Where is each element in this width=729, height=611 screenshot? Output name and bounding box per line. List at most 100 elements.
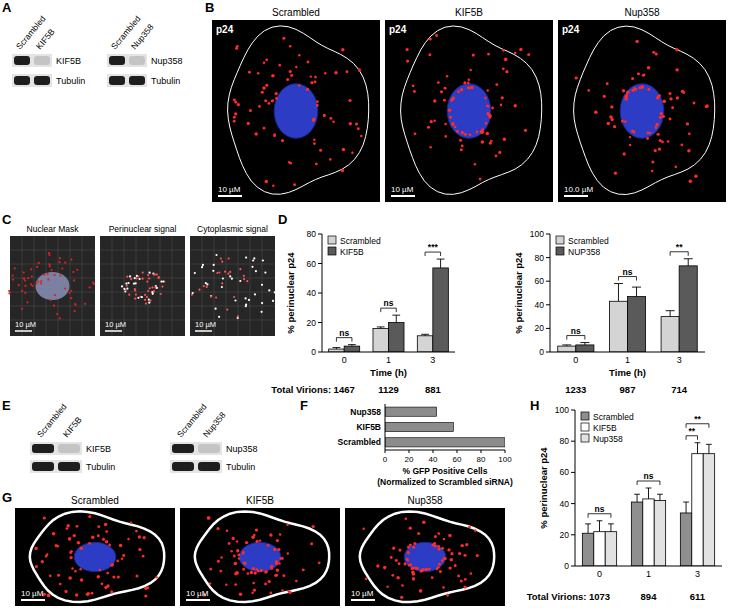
punctum — [449, 116, 452, 119]
punctum — [248, 71, 251, 74]
punctum — [274, 574, 277, 577]
scale-bar — [218, 195, 242, 197]
significance-label: ns — [644, 471, 654, 481]
scale-bar — [105, 330, 122, 332]
punctum — [629, 144, 632, 147]
legend-swatch — [556, 236, 564, 244]
punctum — [253, 257, 255, 259]
punctum — [246, 280, 248, 282]
x-tick-label: 0 — [383, 455, 388, 464]
y-tick — [546, 328, 550, 329]
punctum — [486, 132, 490, 136]
error-bar — [695, 443, 701, 454]
legend-label: Scrambled — [340, 236, 381, 246]
punctum — [635, 40, 638, 43]
significance-bracket — [637, 481, 660, 485]
punctum — [274, 291, 276, 293]
grid-line — [82, 236, 83, 336]
punctum — [138, 535, 141, 538]
significance-bracket — [686, 424, 709, 428]
punctum — [625, 98, 628, 101]
error-cap — [333, 347, 341, 348]
punctum — [358, 68, 361, 71]
punctum — [460, 579, 463, 582]
punctum — [219, 570, 222, 573]
punctum — [611, 118, 614, 121]
punctum — [73, 279, 75, 281]
punctum — [357, 127, 360, 130]
punctum — [128, 294, 130, 296]
bars — [329, 259, 449, 352]
punctum — [270, 565, 273, 568]
punctum — [439, 570, 442, 573]
punctum — [411, 567, 414, 570]
punctum — [51, 269, 53, 271]
punctum — [121, 285, 123, 287]
band — [34, 56, 50, 65]
punctum — [498, 151, 501, 154]
punctum — [501, 96, 504, 99]
punctum — [276, 539, 279, 542]
punctum — [251, 266, 253, 268]
punctum — [448, 109, 452, 113]
nucleus — [620, 84, 664, 139]
nucleus — [447, 84, 491, 139]
punctum — [43, 274, 45, 276]
punctum — [448, 534, 451, 537]
punctum — [437, 545, 440, 548]
grid-line — [238, 236, 239, 336]
virion-count: 611 — [690, 591, 706, 602]
legend-swatch — [581, 423, 589, 431]
band-label: Tubulin — [56, 76, 85, 86]
punctum — [21, 290, 23, 292]
punctum — [275, 97, 278, 100]
bar — [643, 499, 654, 566]
punctum — [249, 109, 252, 112]
punctum — [216, 272, 218, 274]
punctum — [406, 59, 409, 62]
punctum — [80, 546, 84, 550]
punctum — [206, 286, 208, 288]
nucleus — [239, 542, 281, 571]
punctum — [59, 257, 61, 259]
punctum — [58, 261, 60, 263]
panel-letter: B — [205, 0, 214, 15]
punctum — [391, 574, 394, 577]
punctum — [355, 122, 358, 125]
punctum — [519, 48, 522, 51]
cell-outline — [195, 511, 329, 602]
punctum — [262, 259, 264, 261]
error-bar — [421, 334, 429, 335]
punctum — [151, 286, 153, 288]
punctum — [460, 148, 463, 151]
punctum — [405, 48, 408, 51]
punctum — [212, 270, 214, 272]
grid-line — [250, 236, 251, 336]
punctum — [503, 138, 506, 141]
punctum — [121, 558, 123, 560]
punctum — [229, 275, 231, 277]
render-3d: Nuclear Mask10 µM — [8, 224, 95, 336]
figure: ABCDEFGHScrambledKIF5BKIF5BTubulinScramb… — [0, 0, 729, 611]
image-background — [190, 236, 275, 336]
blot-strip — [30, 460, 82, 473]
punctum — [198, 289, 200, 291]
punctum — [68, 576, 72, 580]
punctum — [295, 580, 298, 583]
punctum — [237, 315, 239, 317]
y-tick — [546, 304, 550, 305]
punctum — [253, 571, 256, 574]
nucleus — [404, 542, 446, 571]
y-tick — [546, 352, 550, 353]
y-tick — [318, 234, 322, 235]
punctum — [468, 78, 471, 81]
punctum — [348, 99, 351, 102]
punctum — [505, 70, 508, 73]
punctum — [676, 96, 679, 99]
nucleus — [74, 542, 116, 571]
x-axis — [550, 352, 705, 353]
punctum — [451, 123, 454, 126]
scale-bar — [21, 599, 45, 601]
punctum — [651, 170, 654, 173]
punctum — [234, 299, 236, 301]
